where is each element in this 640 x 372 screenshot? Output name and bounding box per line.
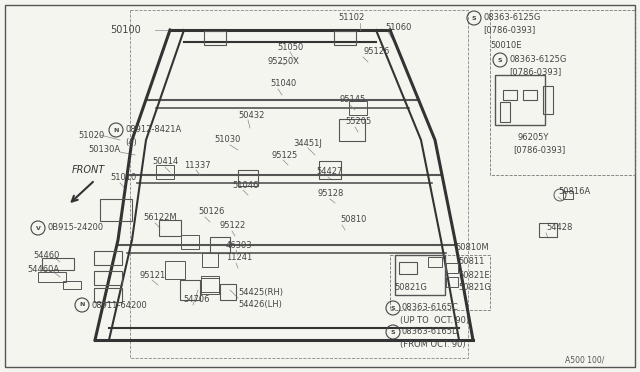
Text: 54706: 54706 bbox=[183, 295, 209, 305]
Text: 50010E: 50010E bbox=[490, 41, 522, 49]
Text: 50816A: 50816A bbox=[558, 187, 590, 196]
Bar bbox=[201, 278, 219, 292]
Text: 50126: 50126 bbox=[198, 208, 225, 217]
Text: 95121: 95121 bbox=[140, 270, 166, 279]
Bar bbox=[210, 237, 230, 253]
Bar bbox=[500, 102, 510, 122]
Text: V: V bbox=[36, 225, 40, 231]
Text: (4): (4) bbox=[125, 138, 137, 148]
Text: 08363-6125G: 08363-6125G bbox=[483, 13, 540, 22]
Bar bbox=[446, 263, 458, 273]
Text: 08363-6165D: 08363-6165D bbox=[402, 327, 460, 337]
Bar bbox=[100, 199, 132, 221]
Text: 50821G: 50821G bbox=[458, 283, 491, 292]
Text: 55205: 55205 bbox=[345, 118, 371, 126]
Text: 95126: 95126 bbox=[363, 48, 389, 57]
Text: 95145: 95145 bbox=[340, 96, 366, 105]
Bar bbox=[539, 223, 557, 237]
Text: 54425(RH): 54425(RH) bbox=[238, 288, 283, 296]
Text: 11337: 11337 bbox=[184, 160, 211, 170]
Bar bbox=[339, 119, 365, 141]
Text: 95125: 95125 bbox=[272, 151, 298, 160]
Text: 50810: 50810 bbox=[340, 215, 366, 224]
Text: 11241: 11241 bbox=[226, 253, 252, 263]
Text: 46303: 46303 bbox=[226, 241, 253, 250]
Text: [0786-0393]: [0786-0393] bbox=[483, 26, 535, 35]
Text: 50414: 50414 bbox=[152, 157, 179, 167]
Bar bbox=[319, 161, 341, 179]
Text: 50130A: 50130A bbox=[88, 145, 120, 154]
Bar bbox=[238, 170, 258, 186]
Bar bbox=[38, 272, 66, 282]
Bar bbox=[180, 280, 200, 300]
Text: 95128: 95128 bbox=[318, 189, 344, 199]
Text: 54427: 54427 bbox=[316, 167, 342, 176]
Text: A500 100/: A500 100/ bbox=[565, 356, 604, 365]
Text: 56122M: 56122M bbox=[143, 214, 177, 222]
Bar bbox=[395, 255, 445, 295]
Text: 51040: 51040 bbox=[270, 80, 296, 89]
Text: S: S bbox=[498, 58, 502, 62]
Text: 54460A: 54460A bbox=[27, 266, 59, 275]
Bar bbox=[201, 276, 219, 294]
Bar bbox=[399, 262, 417, 274]
Bar bbox=[503, 90, 517, 100]
Bar bbox=[543, 86, 553, 114]
Text: S: S bbox=[390, 330, 396, 334]
Text: 08363-6125G: 08363-6125G bbox=[509, 55, 566, 64]
Bar bbox=[220, 284, 236, 300]
Text: 50810M: 50810M bbox=[455, 244, 488, 253]
Text: 54428: 54428 bbox=[546, 224, 572, 232]
Bar bbox=[94, 288, 122, 302]
Text: (FROM OCT.'90): (FROM OCT.'90) bbox=[400, 340, 466, 349]
Text: N: N bbox=[79, 302, 84, 308]
Bar bbox=[349, 101, 367, 115]
Bar bbox=[204, 31, 226, 45]
Text: 54426(LH): 54426(LH) bbox=[238, 301, 282, 310]
Text: 50821E: 50821E bbox=[458, 270, 490, 279]
Text: 51030: 51030 bbox=[214, 135, 241, 144]
Text: 51020: 51020 bbox=[78, 131, 104, 140]
Bar bbox=[495, 75, 545, 125]
Text: S: S bbox=[472, 16, 476, 20]
Text: 08363-6165C: 08363-6165C bbox=[402, 304, 459, 312]
Bar bbox=[428, 257, 442, 267]
Text: FRONT: FRONT bbox=[72, 165, 104, 175]
Text: (UP TO  OCT.'90): (UP TO OCT.'90) bbox=[400, 315, 469, 324]
Bar bbox=[94, 271, 122, 285]
Text: S: S bbox=[390, 305, 396, 311]
Text: 51046: 51046 bbox=[232, 180, 259, 189]
Text: 34451J: 34451J bbox=[293, 138, 322, 148]
Text: 0B915-24200: 0B915-24200 bbox=[47, 224, 103, 232]
Text: [0786-0393]: [0786-0393] bbox=[509, 67, 561, 77]
Text: [0786-0393]: [0786-0393] bbox=[513, 145, 565, 154]
Bar bbox=[42, 258, 74, 270]
Bar bbox=[63, 281, 81, 289]
Bar bbox=[563, 191, 573, 199]
Text: 50100: 50100 bbox=[110, 25, 141, 35]
Bar bbox=[202, 253, 218, 267]
Text: 95250X: 95250X bbox=[267, 58, 299, 67]
Text: 50821G: 50821G bbox=[394, 283, 427, 292]
Text: 95122: 95122 bbox=[220, 221, 246, 231]
Bar bbox=[159, 220, 181, 236]
Text: 50811: 50811 bbox=[458, 257, 484, 266]
Text: 51102: 51102 bbox=[338, 13, 364, 22]
Bar bbox=[334, 31, 356, 45]
Text: 51060: 51060 bbox=[385, 22, 412, 32]
Bar bbox=[156, 165, 174, 179]
Text: 51050: 51050 bbox=[277, 42, 303, 51]
Bar bbox=[523, 90, 537, 100]
Bar bbox=[446, 277, 458, 287]
Bar bbox=[94, 251, 122, 265]
Bar bbox=[181, 235, 199, 249]
Text: 96205Y: 96205Y bbox=[518, 134, 549, 142]
Text: 54460: 54460 bbox=[33, 250, 60, 260]
Text: 08912-8421A: 08912-8421A bbox=[125, 125, 181, 135]
Text: 08911-64200: 08911-64200 bbox=[91, 301, 147, 310]
Bar bbox=[165, 261, 185, 279]
Text: 50432: 50432 bbox=[238, 110, 264, 119]
Text: 51010: 51010 bbox=[110, 173, 136, 183]
Text: N: N bbox=[113, 128, 118, 132]
